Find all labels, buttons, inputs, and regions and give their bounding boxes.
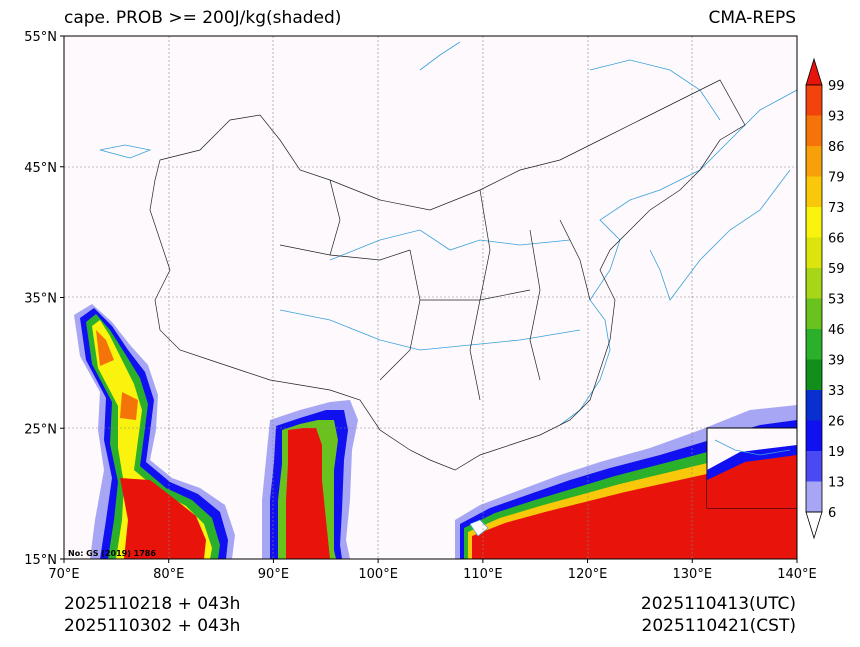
- colorbar-label: 13: [828, 476, 845, 491]
- colorbar-segment: [806, 176, 822, 207]
- lat-tick-label: 35°N: [24, 292, 57, 307]
- colorbar-label: 73: [828, 201, 845, 216]
- valid-cst: 2025110421(CST): [641, 616, 796, 636]
- colorbar-label: 6: [828, 506, 836, 521]
- lon-tick-label: 90°E: [258, 567, 289, 582]
- colorbar-label: 33: [828, 384, 845, 399]
- colorbar-segment: [806, 359, 822, 390]
- yellow-river: [329, 229, 571, 261]
- lake-balkhash: [99, 144, 152, 159]
- colorbar-extend-max: [805, 57, 823, 86]
- lon-tick-label: 110°E: [463, 567, 503, 582]
- colorbar-label: 86: [828, 140, 845, 155]
- valid-utc: 2025110413(UTC): [640, 594, 796, 614]
- colorbar-segment: [806, 268, 822, 299]
- graticule: [64, 36, 797, 559]
- province-borders: [149, 79, 746, 471]
- lon-tick-label: 120°E: [568, 567, 608, 582]
- china-outline: [149, 79, 746, 471]
- model-name: CMA-REPS: [708, 8, 796, 28]
- lon-tick-label: 80°E: [153, 567, 184, 582]
- shade-west-yellow: [92, 320, 212, 559]
- colorbar-segment: [806, 451, 822, 482]
- chart-title: cape. PROB >= 200J/kg(shaded): [64, 8, 342, 28]
- lon-tick-label: 140°E: [777, 567, 817, 582]
- colorbar-outline: [805, 84, 823, 513]
- colorbar-segment: [806, 237, 822, 268]
- colorbar-label: 26: [828, 415, 845, 430]
- lat-tick-label: 45°N: [24, 161, 57, 176]
- lat-tick-labels: 15°N 25°N 35°N 45°N 55°N: [24, 30, 64, 568]
- colorbar-label: 46: [828, 323, 845, 338]
- shade-west-red: [120, 478, 206, 559]
- yangtze-river: [279, 309, 581, 351]
- island-hainan: [469, 519, 489, 537]
- colorbar-segment: [806, 115, 822, 146]
- colorbar-segment: [806, 85, 822, 116]
- colorbar-label: 59: [828, 262, 845, 277]
- lat-tick-label: 25°N: [24, 422, 57, 437]
- valid-time-block: 2025110413(UTC) 2025110421(CST): [641, 593, 796, 637]
- lon-tick-label: 130°E: [673, 567, 713, 582]
- colorbar: 6 13 19 26 33 39 46 53 59 66 73 79 86 93 99: [805, 57, 845, 540]
- colorbar-segment: [806, 298, 822, 329]
- shade-west-orange: [96, 330, 138, 420]
- colorbar-label: 79: [828, 171, 845, 186]
- colorbar-segment: [806, 329, 822, 360]
- korea-japan-coast: [649, 169, 791, 301]
- lon-tick-labels: 70°E 80°E 90°E 100°E 110°E 120°E 130°E 140°E: [48, 559, 817, 582]
- lat-tick-label: 15°N: [24, 553, 57, 568]
- amur-river: [589, 59, 721, 121]
- colorbar-segment: [806, 207, 822, 238]
- map-credit: No: GS (2019) 1786: [68, 549, 156, 558]
- inset-map: [706, 427, 798, 509]
- colorbar-segment: [806, 390, 822, 421]
- lake-baikal: [419, 41, 461, 71]
- init-cst: 2025110302 + 043h: [64, 616, 241, 636]
- colorbar-label: 19: [828, 445, 845, 460]
- inset-coast: [714, 439, 791, 456]
- lon-tick-label: 70°E: [48, 567, 79, 582]
- init-utc: 2025110218 + 043h: [64, 594, 241, 614]
- colorbar-segment: [806, 146, 822, 177]
- inset-shade-red: [707, 455, 797, 508]
- init-time-block: 2025110218 + 043h 2025110302 + 043h: [64, 593, 240, 637]
- colorbar-label: 66: [828, 232, 845, 247]
- shade-myanmar-red: [286, 428, 330, 559]
- colorbar-segment: [806, 420, 822, 451]
- colorbar-label: 39: [828, 354, 845, 369]
- colorbar-label: 53: [828, 293, 845, 308]
- lon-tick-label: 100°E: [358, 567, 398, 582]
- colorbar-label: 93: [828, 110, 845, 125]
- province-lines: [279, 179, 591, 401]
- colorbar-label: 99: [828, 79, 845, 94]
- lat-tick-label: 55°N: [24, 30, 57, 45]
- colorbar-segment: [806, 481, 822, 512]
- colorbar-extend-min: [805, 511, 823, 540]
